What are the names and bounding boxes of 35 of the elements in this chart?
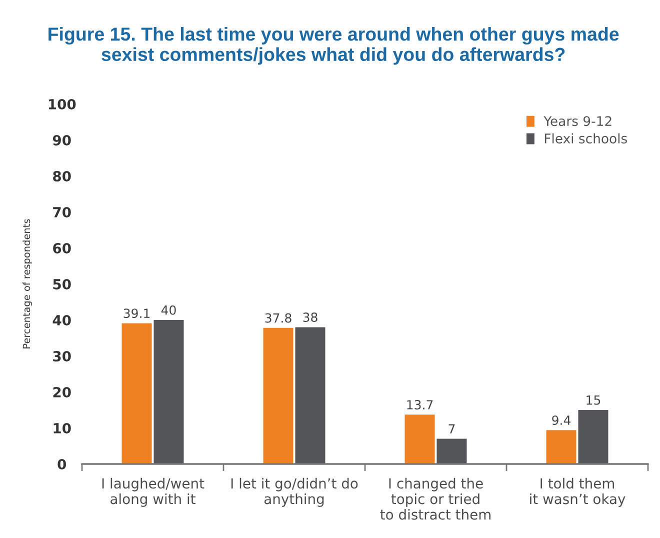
bar [295, 327, 326, 464]
bar [404, 414, 435, 464]
bar [122, 323, 152, 464]
data-label: 38 [303, 312, 318, 322]
data-label: 37.8 [265, 313, 292, 323]
bar [578, 410, 608, 464]
x-tick-label: I changed the topic or tried to distract them [380, 478, 490, 520]
data-label: 15 [586, 396, 600, 405]
y-tick-label: 100 [48, 98, 76, 110]
bar [436, 438, 467, 464]
bar [546, 430, 576, 464]
y-tick-label: 40 [52, 314, 71, 326]
bar [154, 320, 184, 464]
data-label: 7 [448, 424, 455, 434]
bar [263, 328, 294, 464]
x-tick-label: I laughed/went along with it [102, 478, 204, 507]
legend-label: Years 9-12 [544, 116, 612, 126]
y-tick-label: 70 [53, 206, 71, 218]
y-tick-label: 60 [53, 242, 71, 254]
y-tick-label: 50 [53, 278, 71, 290]
data-label: 39.1 [124, 308, 150, 318]
data-label: 9.4 [552, 416, 570, 425]
y-axis-title: Percentage of respondents [22, 219, 32, 348]
data-label: 40 [161, 305, 176, 315]
y-tick-label: 0 [58, 458, 66, 470]
chart-title: Figure 15. The last time you were around when other guys made sexist comments/jokes what did you do afterwards? [48, 27, 619, 65]
y-tick-label: 10 [54, 422, 71, 434]
legend-label: Flexi schools [544, 133, 627, 144]
data-label: 13.7 [407, 400, 433, 410]
x-tick-label: I let it go/didn’t do anything [231, 478, 358, 507]
y-tick-label: 80 [53, 170, 71, 182]
y-tick-label: 30 [53, 350, 71, 362]
y-tick-label: 90 [52, 134, 71, 146]
y-tick-label: 20 [53, 386, 71, 398]
x-tick-label: I told them it wasn’t okay [530, 478, 626, 507]
